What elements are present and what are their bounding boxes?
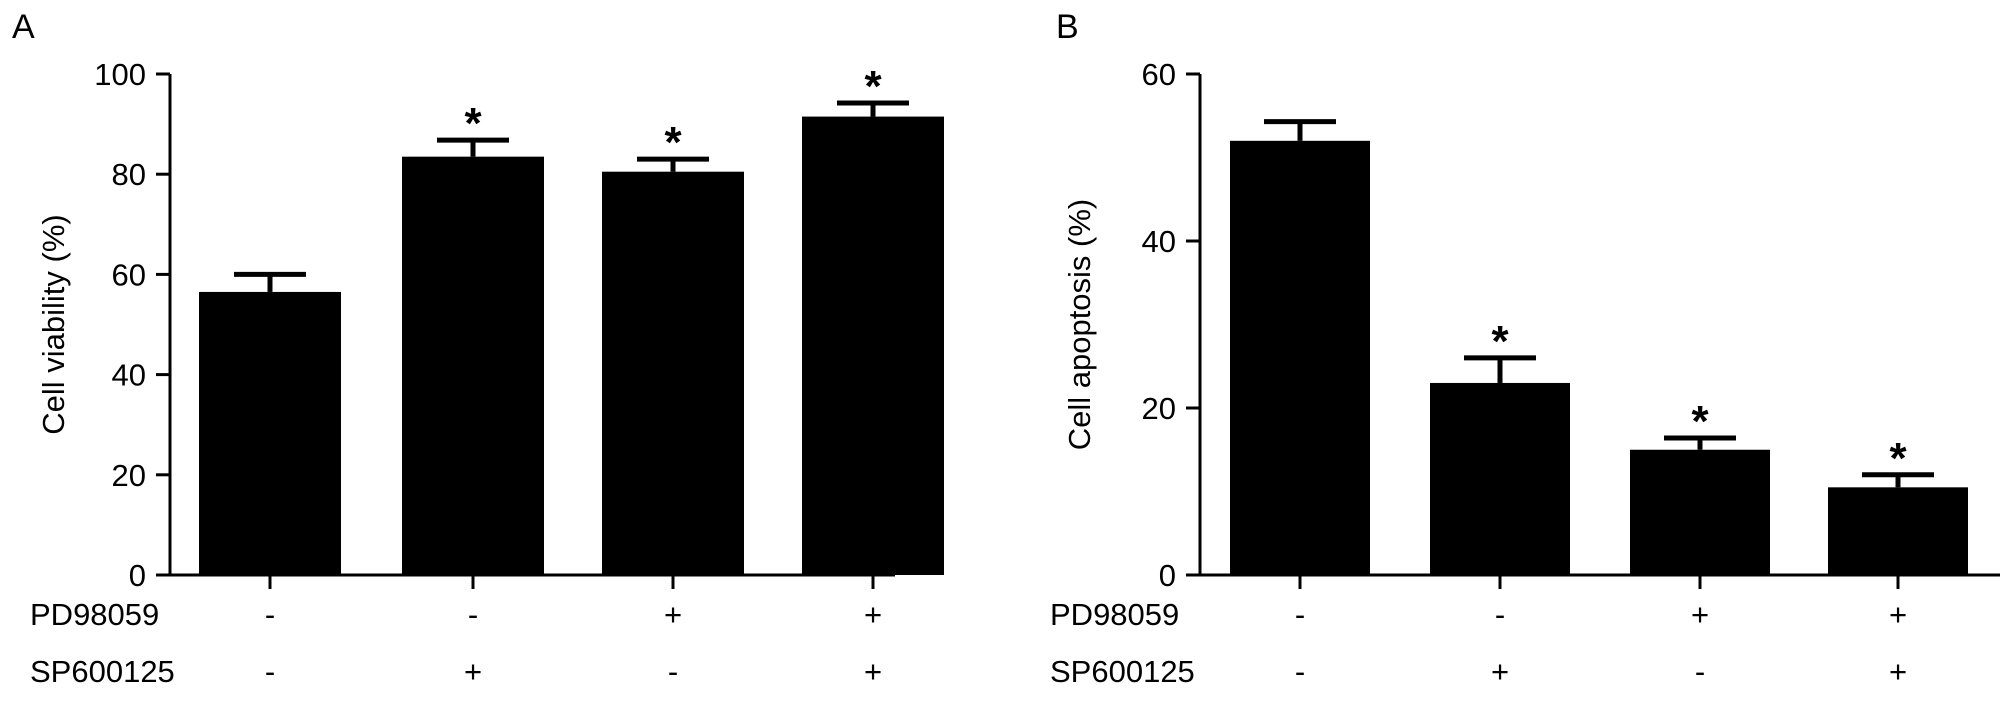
panel-b: B 0 20 40 60 Cell apoptosis (%) * * * PD98059 - - + +…	[1050, 8, 2000, 689]
treatment-sign: +	[1889, 597, 1907, 632]
panel-letter: B	[1056, 8, 1079, 46]
treatment-sign: +	[464, 654, 482, 689]
treatment-sign: +	[1491, 654, 1509, 689]
bar	[402, 156, 544, 576]
treatment-sign: -	[668, 654, 678, 689]
treatment-sign: +	[1889, 654, 1907, 689]
treatment-label: PD98059	[1050, 597, 1179, 632]
y-tick-label: 80	[112, 157, 146, 192]
bar	[1430, 382, 1570, 575]
y-axis-title: Cell viability (%)	[36, 214, 71, 434]
significance-star: *	[1491, 317, 1509, 366]
significance-star: *	[864, 62, 882, 111]
y-tick-label: 20	[112, 458, 146, 493]
treatment-sign: -	[265, 654, 275, 689]
bar	[1828, 487, 1968, 575]
y-tick-label: 100	[94, 57, 146, 92]
treatment-sign: +	[864, 597, 882, 632]
bar	[1630, 449, 1770, 575]
y-tick-label: 20	[1142, 391, 1176, 426]
panel-a: A 0 20 40 60 80 100 Cell viability (%) * * * PD9805…	[12, 8, 944, 689]
panel-letter: A	[12, 8, 35, 46]
y-tick-label: 60	[1142, 57, 1176, 92]
significance-star: *	[664, 118, 682, 167]
bar	[199, 291, 341, 575]
y-tick-label: 40	[112, 358, 146, 393]
y-tick-label: 40	[1142, 224, 1176, 259]
treatment-sign: +	[1691, 597, 1709, 632]
treatment-label: SP600125	[1050, 654, 1195, 689]
treatment-sign: -	[1295, 654, 1305, 689]
bar	[1230, 140, 1370, 576]
treatment-label: PD98059	[30, 597, 159, 632]
significance-star: *	[464, 99, 482, 148]
significance-star: *	[1691, 397, 1709, 446]
treatment-sign: -	[468, 597, 478, 632]
treatment-sign: -	[265, 597, 275, 632]
y-tick-label: 0	[129, 558, 146, 593]
treatment-sign: -	[1695, 654, 1705, 689]
bar	[602, 171, 744, 575]
significance-star: *	[1889, 434, 1907, 483]
treatment-sign: +	[864, 654, 882, 689]
y-tick-label: 0	[1159, 558, 1176, 593]
bar	[802, 116, 944, 576]
treatment-label: SP600125	[30, 654, 175, 689]
y-axis-title: Cell apoptosis (%)	[1062, 199, 1097, 451]
treatment-sign: -	[1295, 597, 1305, 632]
treatment-sign: -	[1495, 597, 1505, 632]
y-tick-label: 60	[112, 257, 146, 292]
treatment-sign: +	[664, 597, 682, 632]
